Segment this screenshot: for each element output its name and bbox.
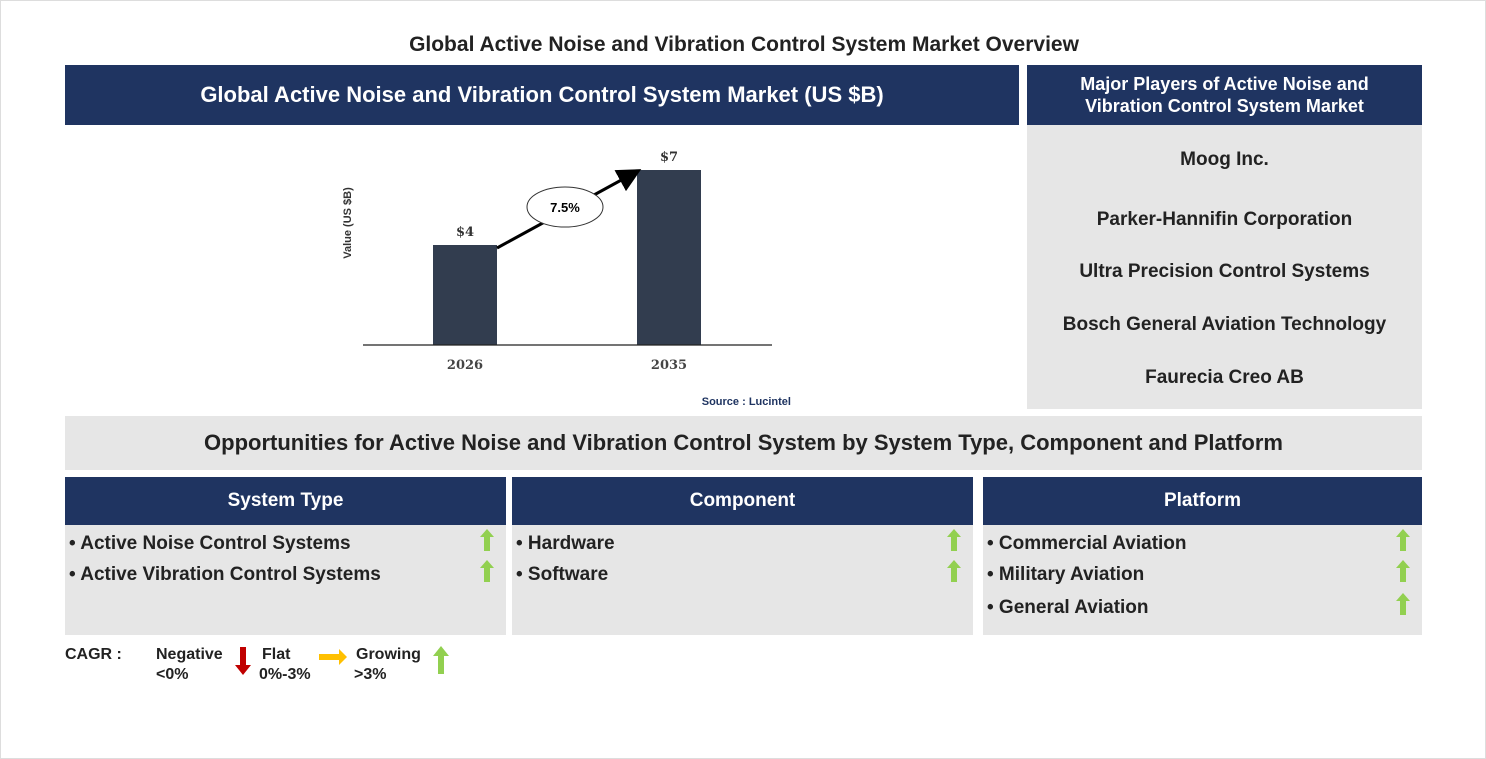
data-label: $7	[660, 150, 678, 165]
x-tick-label: 2026	[447, 358, 483, 373]
legend-growing-name: Growing	[356, 646, 421, 663]
players-panel: Moog Inc. Parker-Hannifin Corporation Ul…	[1027, 125, 1422, 409]
data-label: $4	[456, 225, 474, 240]
player-item: Ultra Precision Control Systems	[1079, 261, 1370, 282]
legend-growing: Growing >3%	[354, 645, 421, 685]
arrow-up-green-icon	[1396, 593, 1410, 615]
players-header: Major Players of Active Noise and Vibrat…	[1027, 65, 1422, 125]
opportunity-item: • General Aviation	[987, 597, 1149, 618]
arrow-up-green-icon	[947, 560, 961, 582]
cagr-label: 7.5%	[550, 200, 580, 215]
opportunity-item: • Hardware	[516, 533, 615, 554]
legend-growing-range: >3%	[354, 666, 387, 683]
legend-flat-range: 0%-3%	[259, 666, 311, 683]
arrow-up-green-icon	[947, 529, 961, 551]
chart-header: Global Active Noise and Vibration Contro…	[65, 65, 1019, 125]
arrow-up-green-icon	[480, 529, 494, 551]
bar-2035	[637, 170, 701, 345]
arrow-up-green-icon	[1396, 560, 1410, 582]
opportunity-item: • Software	[516, 564, 609, 585]
player-item: Parker-Hannifin Corporation	[1096, 209, 1353, 230]
opportunity-item: • Commercial Aviation	[987, 533, 1187, 554]
column-header: Platform	[983, 477, 1422, 525]
arrow-down-red-icon	[235, 647, 251, 675]
opportunity-item: • Active Noise Control Systems	[69, 533, 351, 554]
legend-flat-name: Flat	[262, 646, 291, 663]
column-panel: • Commercial Aviation • Military Aviation…	[983, 525, 1422, 635]
player-item: Moog Inc.	[1180, 149, 1269, 170]
legend-label: CAGR :	[65, 646, 122, 663]
market-chart: Value (US $B) $4 2026 $7 2035 7.5% Source :…	[342, 150, 791, 408]
x-tick-label: 2035	[651, 358, 687, 373]
column-header: System Type	[65, 477, 506, 525]
opportunities-header: Opportunities for Active Noise and Vibra…	[65, 416, 1422, 470]
y-axis-label: Value (US $B)	[342, 187, 354, 259]
arrow-up-green-icon	[480, 560, 494, 582]
column-header: Component	[512, 477, 973, 525]
page-title: Global Active Noise and Vibration Contro…	[409, 33, 1079, 56]
opportunity-item: • Military Aviation	[987, 564, 1145, 585]
bar-2026	[433, 245, 497, 345]
arrow-up-green-icon	[1396, 529, 1410, 551]
legend-negative-name: Negative	[156, 646, 223, 663]
opportunity-item: • Active Vibration Control Systems	[69, 564, 381, 585]
player-item: Bosch General Aviation Technology	[1062, 314, 1387, 335]
cagr-ellipse	[526, 186, 604, 228]
legend-negative-range: <0%	[156, 666, 189, 683]
arrow-up-green-icon	[433, 646, 449, 674]
legend-flat: Flat 0%-3%	[259, 645, 311, 685]
column-panel: • Active Noise Control Systems • Active V…	[65, 525, 506, 635]
source-label: Source : Lucintel	[702, 396, 791, 408]
column-panel: • Hardware • Software	[512, 525, 973, 635]
player-item: Faurecia Creo AB	[1145, 367, 1304, 388]
legend-negative: Negative <0%	[156, 645, 223, 685]
arrow-right-yellow-icon	[319, 649, 347, 665]
